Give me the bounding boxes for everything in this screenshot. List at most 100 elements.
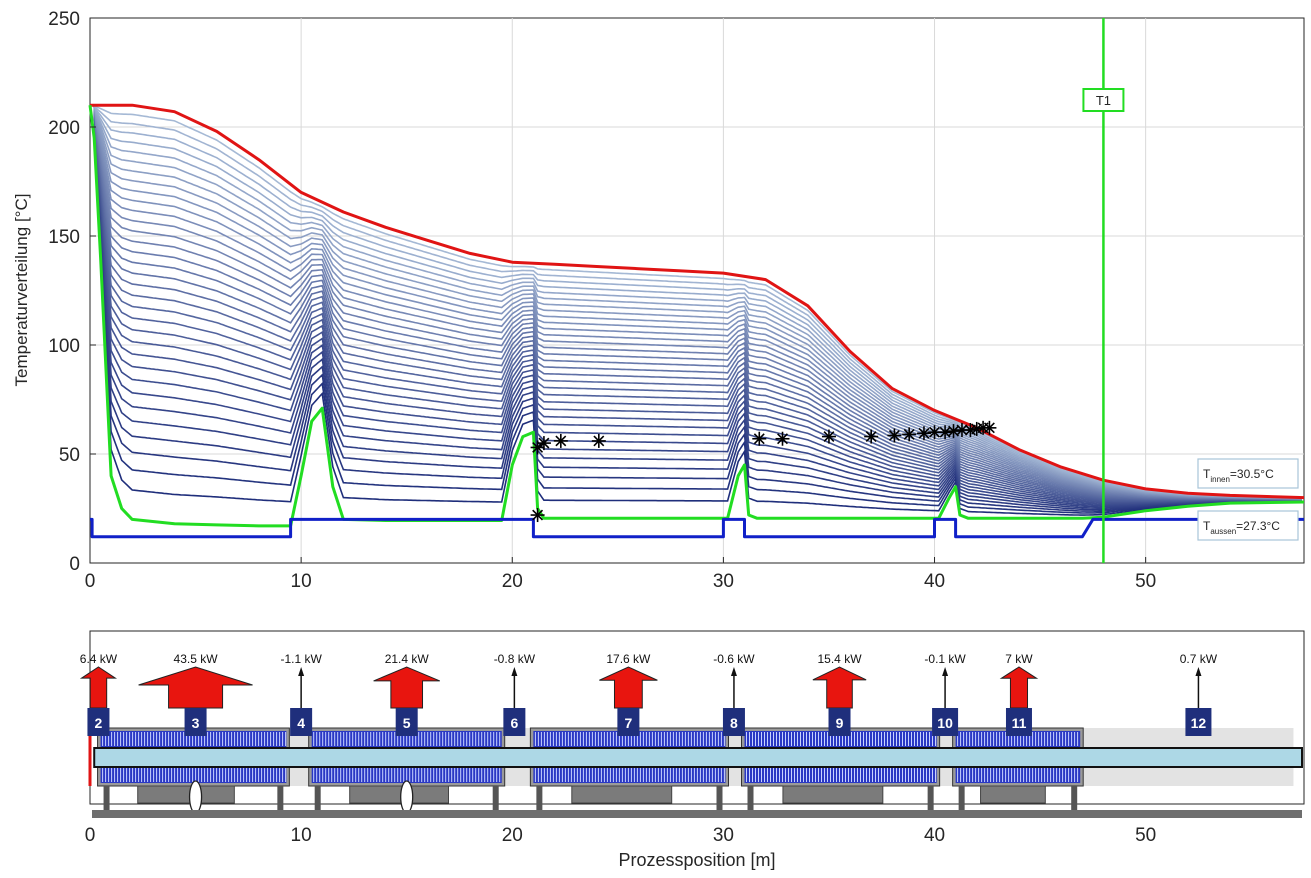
temperature-ticks: 0 10 20 30 40 50 0 50 100 150 200 250 — [48, 9, 1156, 592]
zone-power-label: -0.8 kW — [494, 652, 536, 666]
heater-stripes — [746, 768, 936, 782]
layer-line — [90, 104, 1302, 500]
layer-line — [90, 104, 1302, 512]
zone-number: 10 — [937, 715, 953, 731]
y-tick-label: 0 — [69, 554, 80, 575]
zone-4: -1.1 kW 4 — [280, 652, 322, 736]
layer-line — [90, 104, 1302, 499]
support-leg — [536, 786, 543, 810]
heat-flow-arrow-icon — [812, 666, 867, 709]
zone-badge — [395, 708, 418, 736]
heat-flow-arrow-icon — [79, 666, 118, 709]
layer-line — [90, 104, 1302, 499]
layer-line — [90, 104, 1302, 501]
support-leg — [103, 786, 110, 810]
layer-line — [90, 104, 1302, 503]
x-tick-label: 50 — [1135, 571, 1156, 592]
process-ticks: 0 10 20 30 40 50 — [85, 825, 1157, 846]
temp-readout: Taussen=27.3°C — [1203, 519, 1280, 536]
y-tick-label: 50 — [59, 445, 80, 466]
asterisk-marker — [821, 429, 836, 444]
process-diagram: 6.4 kW 2 43.5 kW 3 -1.1 kW 4 21.4 kW 5 -0.8 kW 6 1… — [79, 630, 1305, 870]
x-tick-label: 20 — [502, 571, 523, 592]
zone-badge — [617, 708, 640, 736]
layer-line — [90, 104, 1302, 514]
zone-power-label: 21.4 kW — [385, 652, 430, 666]
zone-11: 7 kW 11 — [999, 652, 1039, 736]
heater-stripes — [102, 732, 287, 746]
layer-line — [90, 104, 1302, 500]
support-block — [137, 785, 235, 804]
y-tick-label: 200 — [48, 118, 80, 139]
layer-line — [90, 104, 1302, 500]
asterisk-marker — [982, 420, 997, 435]
support-block — [782, 785, 884, 804]
zone-power-label: 7 kW — [1005, 652, 1033, 666]
base-rail — [92, 810, 1302, 818]
x-tick-label: 30 — [713, 571, 734, 592]
heater-stripes — [957, 768, 1079, 782]
asterisk-marker — [916, 426, 931, 441]
heat-flow-arrow-icon — [599, 666, 658, 709]
heat-flow-tip-icon — [730, 667, 737, 676]
zone-number: 4 — [297, 715, 305, 731]
support-leg — [277, 786, 284, 810]
support-leg — [927, 786, 934, 810]
x-tick-label: 0 — [85, 825, 96, 846]
zone-number: 5 — [403, 715, 411, 731]
support-block — [980, 785, 1046, 804]
zone-power-label: -1.1 kW — [280, 652, 322, 666]
heater-stripes — [534, 768, 725, 782]
x-tick-label: 50 — [1135, 825, 1156, 846]
heater-element — [744, 767, 937, 783]
heat-flow-tip-icon — [942, 667, 949, 676]
zone-power-label: 43.5 kW — [174, 652, 219, 666]
series-inner — [88, 105, 1305, 528]
heater-stripes — [313, 732, 501, 746]
heat-flow-tip-icon — [298, 667, 305, 676]
layer-line — [90, 104, 1302, 500]
asterisk-marker — [902, 427, 917, 442]
zone-number: 6 — [510, 715, 518, 731]
heater-stripes — [313, 768, 501, 782]
zone-badge — [932, 708, 959, 736]
x-axis-label: Prozessposition [m] — [618, 850, 775, 870]
layer-line — [90, 104, 1302, 500]
heater-element — [744, 731, 937, 747]
zone-7: 17.6 kW 7 — [599, 652, 658, 736]
heat-flow-tip-icon — [511, 667, 518, 676]
zone-power-label: -0.6 kW — [713, 652, 755, 666]
heater-stripes — [746, 732, 936, 746]
support-leg — [716, 786, 723, 810]
temp-readout: Tinnen=30.5°C — [1203, 467, 1274, 484]
zone-3: 43.5 kW 3 — [138, 652, 253, 736]
zone-power-label: 0.7 kW — [1180, 652, 1218, 666]
heater-stripes — [534, 732, 725, 746]
layer-line — [90, 104, 1302, 499]
roller-icon — [188, 780, 203, 814]
zone-5: 21.4 kW 5 — [373, 652, 441, 736]
zone-number: 7 — [624, 715, 632, 731]
asterisk-marker — [752, 431, 767, 446]
layer-line — [90, 104, 1302, 500]
temp-readout-box — [1197, 510, 1299, 541]
support-block — [571, 785, 673, 804]
asterisk-marker — [553, 433, 568, 448]
zone-badge — [722, 708, 745, 736]
x-tick-label: 30 — [713, 825, 734, 846]
layer-line — [90, 104, 1302, 501]
heater-element — [533, 767, 726, 783]
layer-line — [90, 104, 1302, 510]
heater-stripes — [957, 732, 1079, 746]
roller-icon — [400, 780, 414, 814]
heater-element — [100, 731, 287, 747]
temperature-annotations: T1 Tinnen=30.5°C Taussen=27.3°C — [1082, 18, 1299, 563]
process-diagram-elements: 6.4 kW 2 43.5 kW 3 -1.1 kW 4 21.4 kW 5 -0.8 kW 6 1… — [79, 652, 1303, 818]
zone-badge — [87, 708, 110, 736]
layer-line — [90, 104, 1302, 501]
heater-stripes — [102, 768, 287, 782]
heater-element — [100, 767, 287, 783]
web-material — [93, 747, 1303, 768]
heat-flow-arrow-icon — [999, 666, 1039, 709]
temperature-markers — [530, 420, 997, 523]
